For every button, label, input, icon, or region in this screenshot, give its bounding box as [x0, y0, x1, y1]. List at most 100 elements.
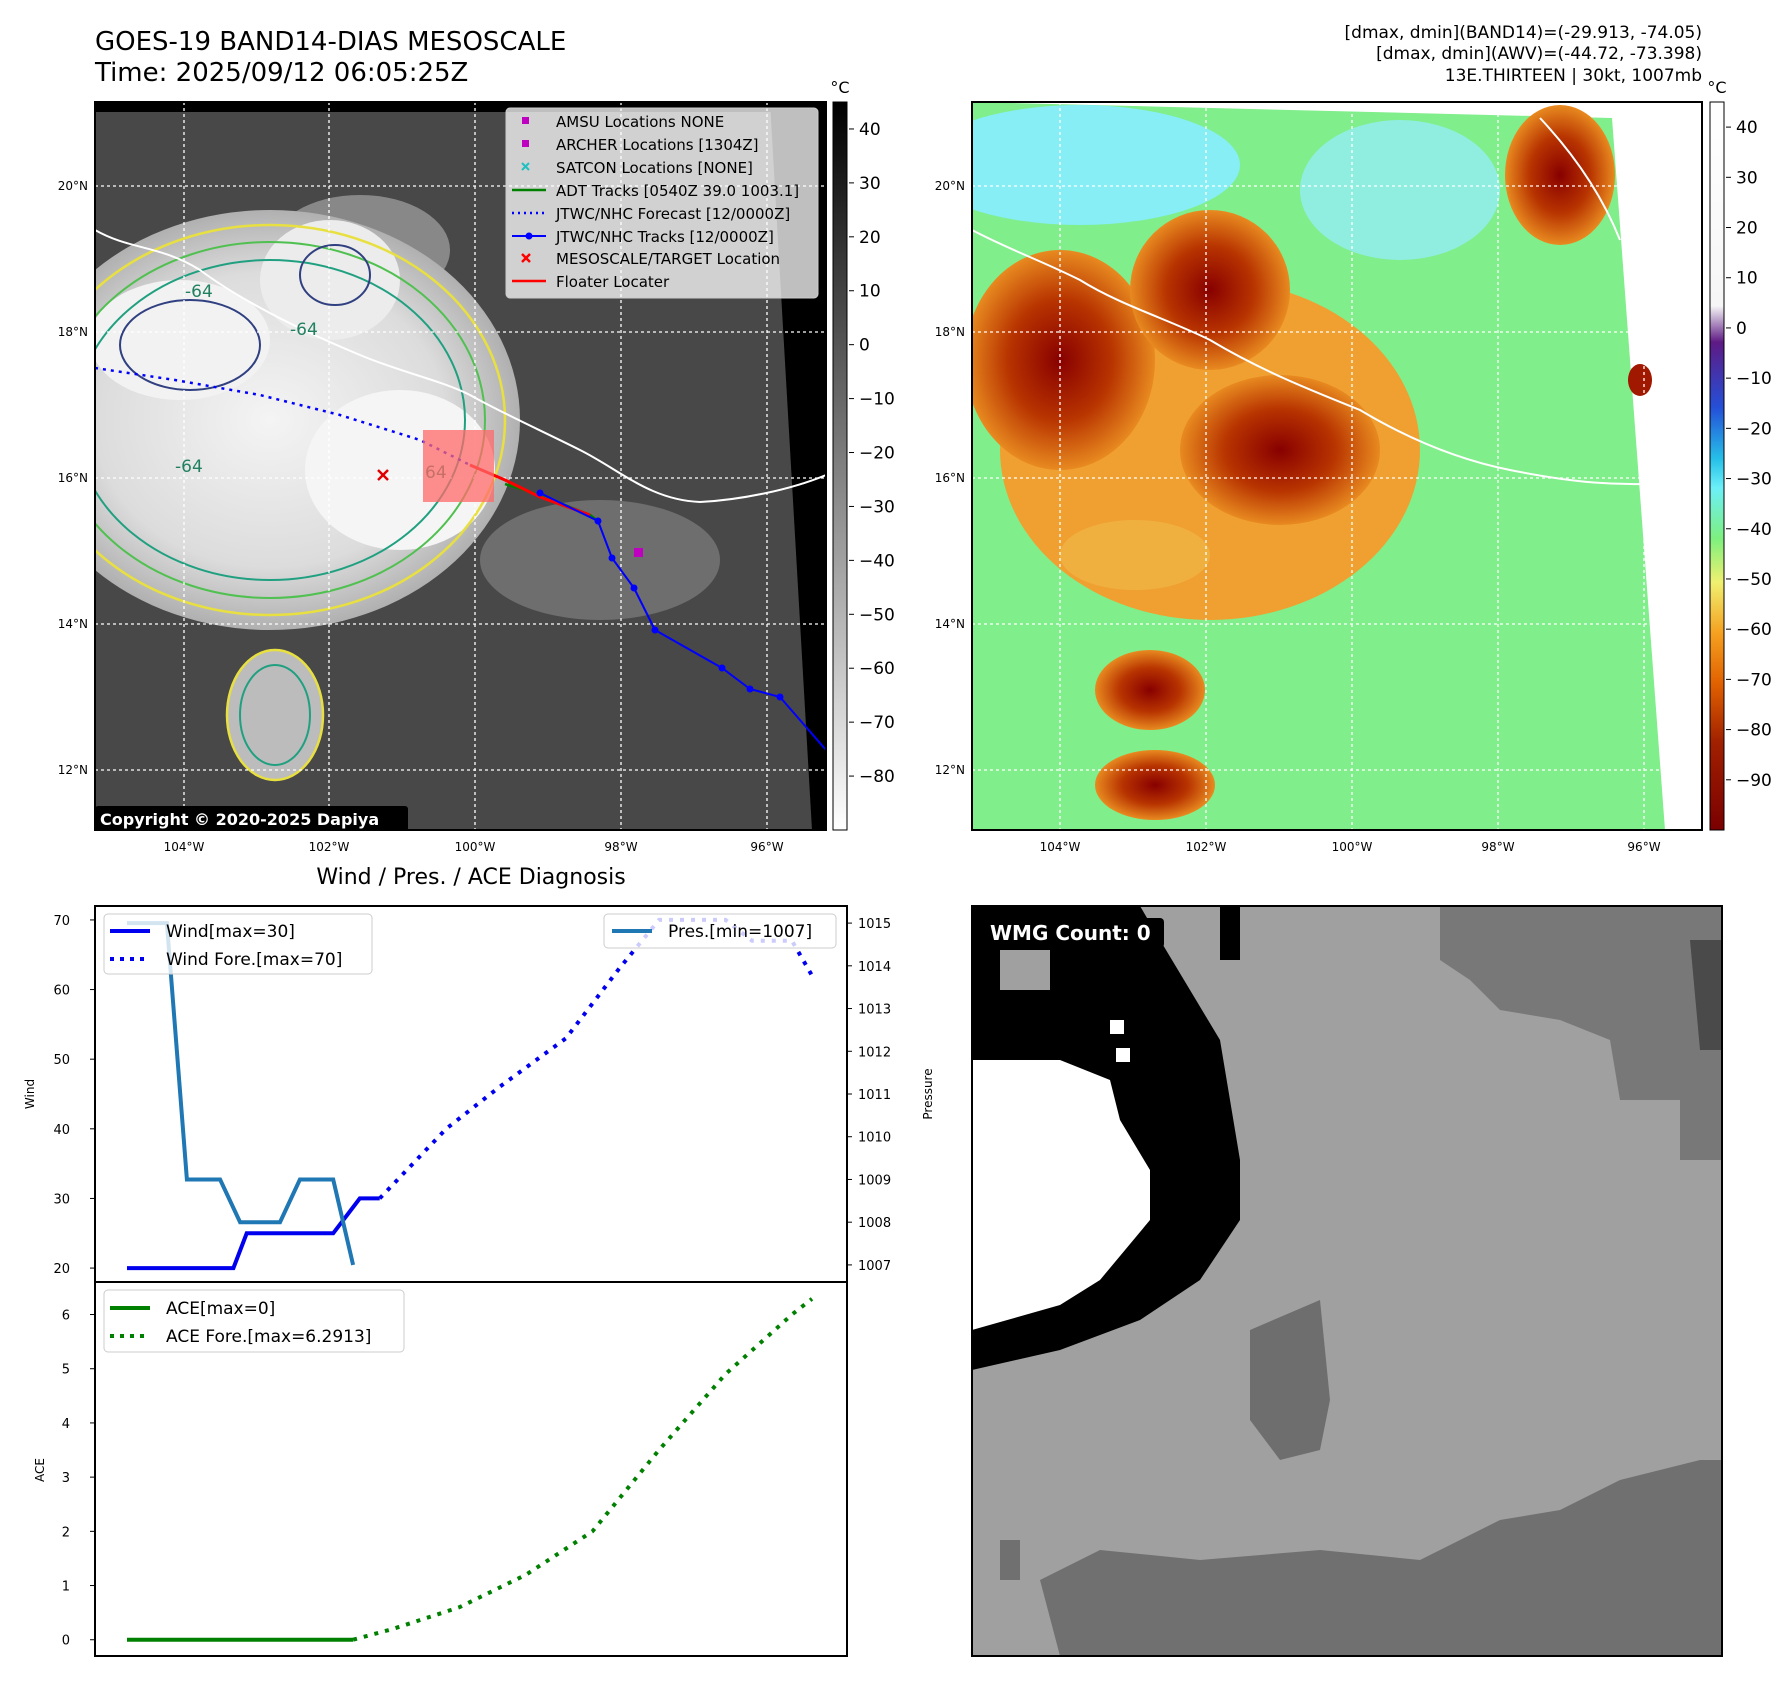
svg-text:98°W: 98°W	[1481, 840, 1514, 854]
ir-contour-teal	[95, 259, 466, 581]
colorbar-tick-label: 20	[1736, 219, 1758, 239]
y-tick-label: 60	[53, 984, 70, 999]
colorbar-tick-label: −80	[1736, 721, 1772, 741]
awv-cloud-cell	[1628, 364, 1652, 396]
ir-cloud-cell	[227, 650, 323, 780]
svg-text:16°N: 16°N	[935, 471, 965, 485]
awv-cloud-cell	[1060, 520, 1210, 590]
legend-forecast-label: JTWC/NHC Forecast [12/0000Z]	[555, 205, 790, 223]
legend-wind-fore-label: Wind Fore.[max=70]	[166, 950, 342, 970]
legend-amsu-label: AMSU Locations NONE	[556, 113, 724, 131]
y2-tick-label: 1011	[858, 1088, 891, 1103]
y-tick-label: 40	[53, 1123, 70, 1138]
svg-text:96°W: 96°W	[750, 840, 783, 854]
wmg-black-region	[1220, 906, 1240, 960]
y2-tick-label: 1010	[858, 1131, 891, 1146]
ir-contour-navy	[119, 299, 261, 391]
svg-text:96°W: 96°W	[1627, 840, 1660, 854]
series-line-pres	[127, 921, 356, 1266]
svg-text:18°N: 18°N	[935, 325, 965, 339]
svg-text:12°N: 12°N	[58, 763, 88, 777]
legend-pres-label: Pres.[min=1007]	[668, 922, 812, 942]
y2-tick-label: 1009	[858, 1173, 891, 1188]
colorbar-tick-label: −20	[859, 444, 895, 464]
legend-archer-label: ARCHER Locations [1304Z]	[556, 136, 759, 154]
copyright-badge	[95, 806, 408, 831]
ir-legend-box	[505, 107, 819, 299]
awv-moist-area	[1300, 120, 1500, 260]
colorbar-tick-label: −20	[1736, 419, 1772, 439]
svg-text:14°N: 14°N	[935, 617, 965, 631]
colorbar-tick-label: 40	[1736, 118, 1758, 138]
ir-contour-yellow	[225, 648, 325, 782]
y-tick-label: 5	[62, 1363, 70, 1378]
awv-lon-ticks: 104°W 102°W 100°W 98°W 96°W	[1040, 840, 1661, 854]
svg-text:14°N: 14°N	[58, 617, 88, 631]
y2-tick-label: 1015	[858, 917, 891, 932]
colorbar-tick-label: 30	[1736, 168, 1758, 188]
colorbar-tick-label: −80	[859, 767, 895, 787]
svg-text:20°N: 20°N	[935, 179, 965, 193]
awv-cloud-cell	[1095, 650, 1205, 730]
svg-text:100°W: 100°W	[1332, 840, 1373, 854]
ace-legend: ACE[max=0] ACE Fore.[max=6.2913]	[103, 1289, 405, 1353]
wmg-white-patch	[1116, 1048, 1130, 1062]
ace-legend-box	[103, 1289, 405, 1353]
figure-title: GOES-19 BAND14-DIAS MESOSCALE	[95, 27, 566, 57]
svg-text:98°W: 98°W	[604, 840, 637, 854]
colorbar-tick-label: −60	[859, 659, 895, 679]
legend-ace-fore-label: ACE Fore.[max=6.2913]	[166, 1327, 371, 1347]
legend-mesoscale-marker	[521, 253, 531, 263]
ir-contour-yellow	[95, 223, 507, 617]
ace-axis: 0 1 2 3 4 5 6	[62, 1309, 95, 1649]
svg-text:102°W: 102°W	[1186, 840, 1227, 854]
colorbar-tick-label: 0	[1736, 319, 1747, 339]
ir-map: -64 -64 -64 64 AMSU Locations NONE	[58, 78, 895, 854]
ir-colorbar-ticks: 40 30 20 10 0 −10 −20 −30 −40 −50 −60 −70 −80	[849, 120, 895, 787]
ace-series	[127, 1297, 814, 1642]
colorbar-tick-label: −30	[859, 497, 895, 517]
colorbar-tick-label: −30	[1736, 470, 1772, 490]
ir-contour-label: -64	[175, 457, 203, 477]
legend-jtwc-dot	[525, 232, 533, 240]
legend-wind-label: Wind[max=30]	[166, 922, 295, 942]
colorbar-tick-label: 10	[1736, 269, 1758, 289]
legend-ace-label: ACE[max=0]	[166, 1299, 275, 1319]
wmg-dark-region	[1440, 906, 1722, 1160]
colorbar-tick-label: −10	[1736, 369, 1772, 389]
awv-cloud-cell	[1180, 375, 1380, 525]
diagnosis-title: Wind / Pres. / ACE Diagnosis	[316, 865, 625, 890]
awv-colorbar-ticks: 40 30 20 10 0 −10 −20 −30 −40 −50 −60 −70 −80 −90	[1726, 118, 1772, 791]
legend-archer-marker	[522, 140, 529, 147]
wind-legend-box	[103, 913, 373, 975]
y2-tick-label: 1008	[858, 1216, 891, 1231]
wind-pres-chart: 20 30 40 50 60 70 1007 1008 1009 1010 1011 1012 1013…	[23, 905, 935, 1283]
awv-moist-area	[972, 105, 1240, 225]
wmg-darker-region	[1690, 940, 1722, 1050]
wmg-white-region	[972, 1060, 1150, 1330]
awv-gridlines	[972, 102, 1702, 830]
legend-adt-label: ADT Tracks [0540Z 39.0 1003.1]	[556, 182, 799, 200]
ace-ylabel: ACE	[33, 1458, 47, 1482]
wmg-dark-region	[1250, 1300, 1330, 1460]
pres-legend-box	[603, 913, 837, 949]
awv-cloud-cell	[1130, 210, 1290, 370]
copyright-text: Copyright © 2020-2025 Dapiya	[100, 810, 379, 829]
y-tick-label: 4	[62, 1417, 70, 1432]
svg-text:12°N: 12°N	[935, 763, 965, 777]
y-tick-label: 3	[62, 1471, 70, 1486]
wmg-gray-patch	[1000, 950, 1050, 990]
awv-colorbar: °C 40 30 20 10 0 −10 −20 −30 −40 −50 −60 −70 −80 −90	[1707, 78, 1772, 831]
ir-contour-navy	[299, 244, 371, 306]
svg-text:104°W: 104°W	[164, 840, 205, 854]
y2-tick-label: 1012	[858, 1045, 891, 1060]
stats-awv: [dmax, dmin](AWV)=(-44.72, -73.398)	[1376, 44, 1702, 64]
ir-cloud-cell	[480, 500, 720, 620]
wmg-dark-region	[1040, 1460, 1722, 1656]
y-tick-label: 2	[62, 1525, 70, 1540]
colorbar-tick-label: −50	[1736, 570, 1772, 590]
mesoscale-target-marker	[377, 469, 389, 481]
colorbar-tick-label: 10	[859, 282, 881, 302]
y-tick-label: 0	[62, 1634, 70, 1649]
